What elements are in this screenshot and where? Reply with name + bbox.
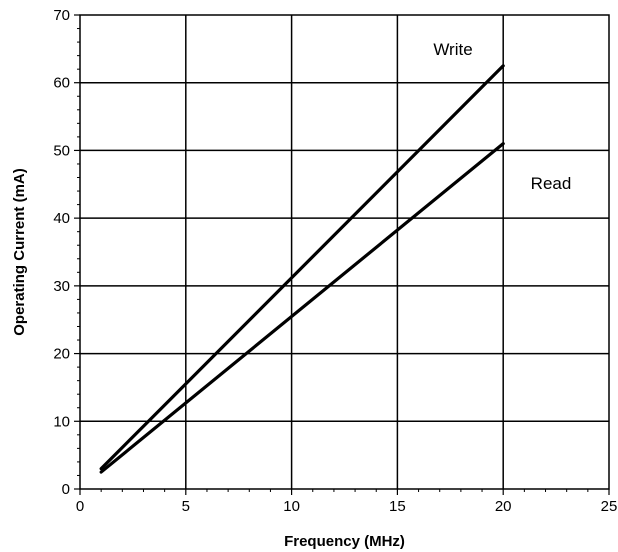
y-tick-label: 40 [53, 210, 70, 227]
y-tick-label: 10 [53, 413, 70, 430]
grid [80, 15, 609, 489]
series-label-write: Write [433, 40, 472, 59]
y-tick-label: 20 [53, 346, 70, 363]
x-tick-label: 0 [76, 498, 84, 515]
x-tick-label: 15 [389, 498, 406, 515]
series-label-read: Read [531, 174, 572, 193]
y-tick-label: 60 [53, 75, 70, 92]
x-tick-label: 10 [283, 498, 300, 515]
y-tick-labels: 0 10 20 30 40 50 60 70 [53, 7, 70, 498]
series-lines [99, 64, 505, 474]
series-line-read [99, 142, 505, 474]
y-tick-label: 0 [62, 481, 70, 498]
minor-ticks [74, 14, 610, 495]
x-tick-label: 25 [601, 498, 618, 515]
plot-frame [79, 14, 610, 490]
series-labels: Write Read [433, 40, 571, 193]
y-tick-label: 30 [53, 278, 70, 295]
y-axis-title: Operating Current (mA) [11, 168, 28, 336]
series-line-write [99, 64, 505, 471]
y-tick-label: 50 [53, 142, 70, 159]
x-tick-label: 5 [182, 498, 190, 515]
x-axis-title: Frequency (MHz) [284, 533, 405, 550]
x-tick-labels: 0 5 10 15 20 25 [76, 498, 618, 515]
x-tick-label: 20 [495, 498, 512, 515]
y-tick-label: 70 [53, 7, 70, 24]
